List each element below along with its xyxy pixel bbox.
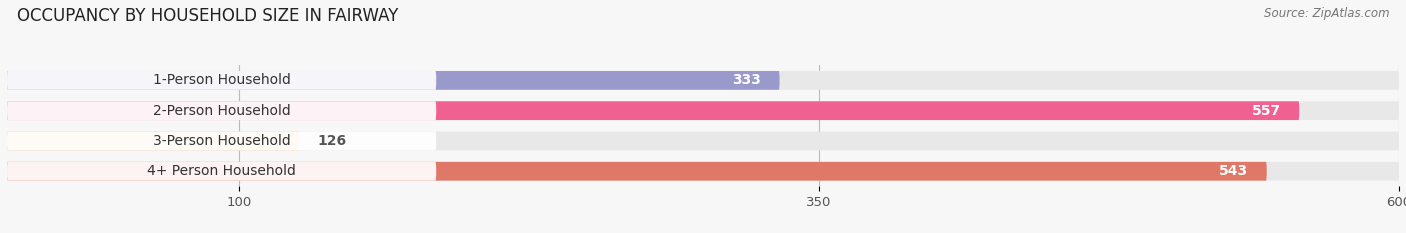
Text: 1-Person Household: 1-Person Household — [153, 73, 291, 87]
Text: 126: 126 — [318, 134, 347, 148]
FancyBboxPatch shape — [7, 132, 299, 150]
FancyBboxPatch shape — [7, 71, 436, 90]
FancyBboxPatch shape — [7, 101, 1399, 120]
FancyBboxPatch shape — [7, 162, 436, 181]
FancyBboxPatch shape — [7, 101, 436, 120]
FancyBboxPatch shape — [7, 71, 1399, 90]
FancyBboxPatch shape — [7, 162, 1267, 181]
Text: 557: 557 — [1251, 104, 1281, 118]
Text: 333: 333 — [733, 73, 761, 87]
FancyBboxPatch shape — [7, 132, 436, 150]
FancyBboxPatch shape — [7, 132, 1399, 150]
Text: OCCUPANCY BY HOUSEHOLD SIZE IN FAIRWAY: OCCUPANCY BY HOUSEHOLD SIZE IN FAIRWAY — [17, 7, 398, 25]
Text: 4+ Person Household: 4+ Person Household — [148, 164, 297, 178]
FancyBboxPatch shape — [7, 71, 779, 90]
Text: 2-Person Household: 2-Person Household — [153, 104, 291, 118]
Text: Source: ZipAtlas.com: Source: ZipAtlas.com — [1264, 7, 1389, 20]
Text: 3-Person Household: 3-Person Household — [153, 134, 291, 148]
Text: 543: 543 — [1219, 164, 1249, 178]
FancyBboxPatch shape — [7, 162, 1399, 181]
FancyBboxPatch shape — [7, 101, 1299, 120]
